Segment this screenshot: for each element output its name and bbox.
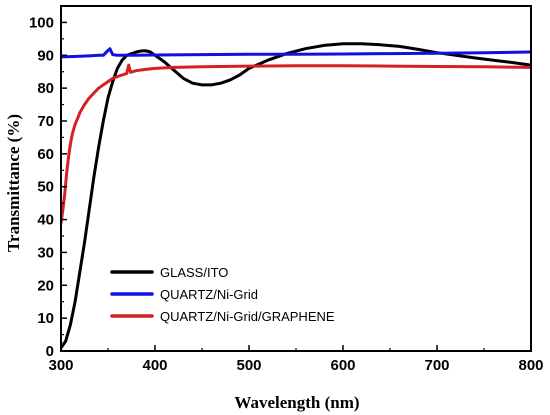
x-tick-label-400: 400 [142,357,167,374]
x-tick-label-300: 300 [48,357,73,374]
y-tick-label-0: 0 [46,343,54,360]
y-axis-title: Transmittance (%) [4,114,23,252]
y-tick-label-40: 40 [37,212,54,229]
plot-area [60,5,532,352]
y-tick-label-90: 90 [37,47,54,64]
legend: GLASS/ITO QUARTZ/Ni-Grid QUARTZ/Ni-Grid/GR… [110,265,335,324]
y-tick-label-50: 50 [37,179,54,196]
series-line-2 [61,63,531,225]
x-tick-label-600: 600 [330,357,355,374]
y-tick-label-80: 80 [37,80,54,97]
y-tick-label-20: 20 [37,277,54,294]
legend-label-0: GLASS/ITO [160,265,228,280]
y-tick-label-70: 70 [37,113,54,130]
x-tick-label-800: 800 [518,357,543,374]
x-tick-label-500: 500 [236,357,261,374]
series-line-0 [61,42,531,350]
y-tick-label-100: 100 [29,14,54,31]
axis-ticks: 300 400 500 600 700 800 0 10 20 30 40 50 60 70 80 90 100 [29,14,544,374]
plot-frame [60,5,532,352]
y-tick-label-60: 60 [37,146,54,163]
legend-label-1: QUARTZ/Ni-Grid [160,287,258,302]
series-lines [61,42,531,350]
x-tick-label-700: 700 [424,357,449,374]
y-tick-label-10: 10 [37,310,54,327]
x-axis-title: Wavelength (nm) [234,393,359,412]
legend-label-2: QUARTZ/Ni-Grid/GRAPHENE [160,309,335,324]
series-line-1 [61,47,531,59]
y-tick-label-30: 30 [37,244,54,261]
